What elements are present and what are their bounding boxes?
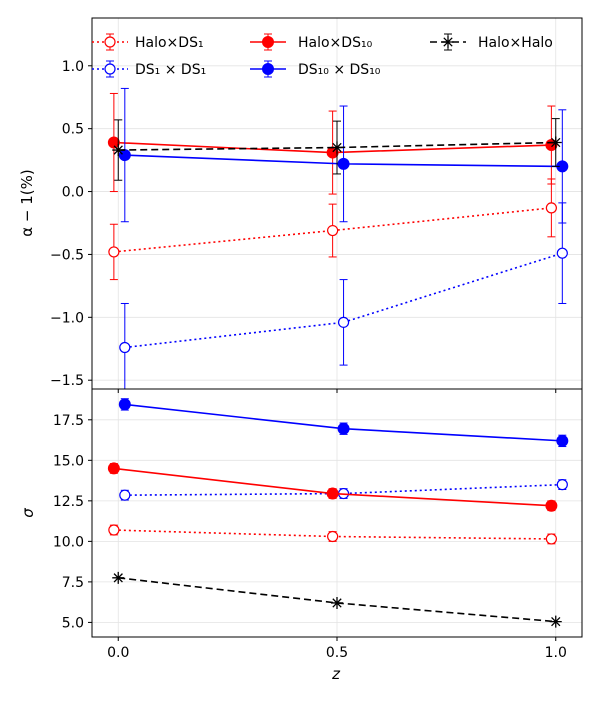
top-y-axis-label: α − 1(%) (18, 169, 36, 237)
y-tick-label: 0.5 (62, 122, 84, 138)
legend-item-halo-ds1: Halo×DS₁ (92, 33, 204, 51)
y-tick-label: −0.5 (50, 247, 84, 263)
series-0 (108, 178, 557, 281)
bottom-panel-frame (91, 388, 583, 638)
data-point (112, 144, 125, 157)
legend-item-halo-ds10: Halo×DS₁₀ (250, 33, 373, 51)
x-axis-label: z (331, 665, 341, 683)
legend-label-halo-halo: Halo×Halo (478, 35, 553, 51)
data-point (107, 462, 120, 475)
y-tick-label: 10.0 (53, 534, 84, 550)
data-point (556, 247, 568, 259)
panel-series-layer (107, 398, 569, 628)
series-4 (112, 118, 562, 181)
legend-item-ds10-ds10: DS₁₀ × DS₁₀ (250, 60, 381, 78)
top-panel-ticks: −1.5 −1.0 −0.5 0.0 0.5 1.0 (50, 59, 557, 393)
top-panel-data (107, 87, 569, 389)
legend-marker (104, 63, 116, 75)
y-tick-label: 0.0 (62, 185, 84, 201)
data-point (118, 398, 131, 411)
x-tick-label: 0.0 (107, 645, 129, 661)
data-point (556, 479, 568, 491)
legend-label-halo-ds1: Halo×DS₁ (135, 35, 204, 51)
legend-swatch-halo-ds10 (250, 33, 286, 51)
data-point (112, 571, 125, 584)
data-point (337, 316, 350, 328)
y-tick-label: 1.0 (62, 59, 84, 75)
data-point (108, 246, 120, 258)
bottom-panel-ticks: 0.0 0.5 1.0 5.0 7.5 10.0 12.5 15.0 17.5 (53, 413, 567, 661)
data-point (107, 136, 120, 149)
y-tick-label: 7.5 (62, 575, 84, 591)
data-point (331, 141, 343, 154)
panel-series-layer (107, 87, 569, 389)
data-point (108, 524, 120, 536)
data-point (327, 530, 339, 543)
legend-swatch-halo-halo (430, 33, 466, 51)
legend-marker (442, 36, 454, 48)
data-point (331, 596, 343, 609)
data-point (337, 157, 350, 170)
legend-label-ds1-ds1: DS₁ × DS₁ (135, 62, 206, 78)
legend-marker (104, 36, 116, 48)
series-1 (119, 479, 568, 501)
data-point (327, 224, 339, 237)
legend-marker (262, 36, 274, 48)
legend-item-ds1-ds1: DS₁ × DS₁ (92, 60, 206, 78)
legend-label-ds10-ds10: DS₁₀ × DS₁₀ (298, 62, 381, 78)
series-line (118, 141, 556, 151)
y-tick-label: 12.5 (53, 494, 84, 510)
data-point (545, 499, 558, 512)
top-panel-grid (92, 18, 582, 389)
data-point (326, 487, 339, 500)
y-tick-label: −1.0 (50, 310, 84, 326)
legend-swatch-halo-ds1 (92, 33, 128, 51)
legend-swatch-ds10-ds10 (250, 60, 286, 78)
y-tick-label: 5.0 (62, 615, 84, 631)
series-2 (107, 462, 558, 512)
data-point (119, 489, 131, 501)
data-point (556, 434, 569, 447)
legend-label-halo-ds10: Halo×DS₁₀ (298, 35, 373, 51)
y-tick-label: −1.5 (50, 373, 84, 389)
data-point (549, 136, 562, 149)
legend-item-halo-halo: Halo×Halo (430, 33, 553, 51)
data-point (549, 615, 562, 628)
bottom-panel-grid (92, 389, 582, 637)
y-tick-label: 17.5 (53, 413, 84, 429)
legend-marker (262, 63, 274, 75)
data-point (545, 202, 557, 214)
bottom-panel-data (107, 398, 569, 628)
data-point (545, 533, 557, 545)
data-point (337, 422, 350, 435)
series-1 (119, 202, 568, 389)
legend-swatch-ds1-ds1 (92, 60, 128, 78)
series-0 (108, 524, 557, 545)
y-tick-label: 15.0 (53, 453, 84, 469)
bottom-y-axis-label: σ (19, 508, 37, 518)
data-point (119, 341, 131, 354)
series-4 (112, 571, 562, 628)
series-3 (118, 398, 569, 448)
series-line (113, 207, 552, 253)
series-3 (118, 87, 569, 224)
data-point (118, 149, 131, 162)
x-tick-label: 1.0 (545, 645, 567, 661)
x-tick-label: 0.5 (326, 645, 348, 661)
legend: Halo×DS₁ DS₁ × DS₁ Halo×DS₁₀ DS₁₀ × DS₁₀… (92, 33, 553, 78)
